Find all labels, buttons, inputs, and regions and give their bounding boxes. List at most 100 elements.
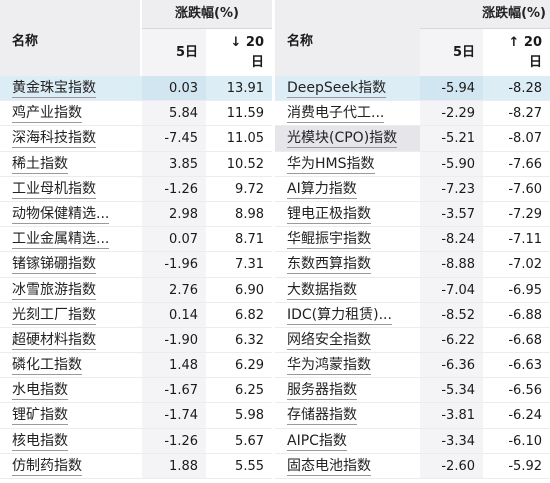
table-row[interactable]: DeepSeek指数 -5.94 -8.28 xyxy=(275,76,550,102)
index-name[interactable]: 消费电子代工... xyxy=(287,104,385,124)
index-name[interactable]: DeepSeek指数 xyxy=(287,79,387,98)
index-name-link[interactable]: 华为HMS指数 xyxy=(287,155,375,174)
col-20d-header[interactable]: ↑ 20 日 xyxy=(483,29,550,76)
table-row[interactable]: IDC(算力租赁)... -8.52 -6.88 xyxy=(275,302,550,328)
table-row[interactable]: 东数西算指数 -8.88 -7.02 xyxy=(275,252,550,278)
index-name-link[interactable]: 消费电子代工... xyxy=(287,105,385,124)
index-name-link[interactable]: 动物保健精选... xyxy=(12,205,110,224)
index-name[interactable]: 锗镓锑硼指数 xyxy=(12,255,96,275)
index-name[interactable]: 网络安全指数 xyxy=(287,331,371,350)
index-name-link[interactable]: 华为鸿蒙指数 xyxy=(287,357,371,376)
index-name[interactable]: 冰雪旅游指数 xyxy=(12,281,96,300)
table-row[interactable]: AI算力指数 -7.23 -7.60 xyxy=(275,176,550,202)
index-name-link[interactable]: 服务器指数 xyxy=(287,382,357,401)
table-row[interactable]: 华为HMS指数 -5.90 -7.66 xyxy=(275,151,550,177)
table-row[interactable]: 动物保健精选... 2.98 8.98 xyxy=(0,201,272,228)
table-row[interactable]: 华鲲振宇指数 -8.24 -7.11 xyxy=(275,227,550,253)
index-name[interactable]: 超硬材料指数 xyxy=(12,331,96,350)
table-row[interactable]: 存储器指数 -3.81 -6.24 xyxy=(275,403,550,429)
index-name[interactable]: 磷化工指数 xyxy=(12,356,82,376)
table-row[interactable]: 固态电池指数 -2.60 -5.92 xyxy=(275,453,550,479)
index-name-link[interactable]: 锗镓锑硼指数 xyxy=(12,256,96,275)
index-name[interactable]: 工业金属精选... xyxy=(12,230,110,250)
table-row[interactable]: 工业母机指数 -1.26 9.72 xyxy=(0,176,272,202)
index-name[interactable]: AIPC指数 xyxy=(287,432,347,451)
table-row[interactable]: 服务器指数 -5.34 -6.56 xyxy=(275,378,550,404)
index-name-link[interactable]: 水电指数 xyxy=(12,382,68,401)
table-row[interactable]: 核电指数 -1.26 5.67 xyxy=(0,428,272,454)
table-row[interactable]: 深海科技指数 -7.45 11.05 xyxy=(0,126,272,152)
index-name[interactable]: 光模块(CPO)指数 xyxy=(287,129,398,149)
table-row[interactable]: 网络安全指数 -6.22 -6.68 xyxy=(275,327,550,354)
index-name-link[interactable]: AIPC指数 xyxy=(287,432,347,451)
index-name[interactable]: 华为HMS指数 xyxy=(287,155,375,174)
table-row[interactable]: 锂矿指数 -1.74 5.98 xyxy=(0,403,272,429)
index-name-link[interactable]: 稀土指数 xyxy=(12,155,68,174)
col-5d-header[interactable]: 5日 xyxy=(142,29,206,76)
index-name-link[interactable]: 大数据指数 xyxy=(287,281,357,300)
index-name[interactable]: 黄金珠宝指数 xyxy=(12,79,96,98)
index-name-link[interactable]: 工业金属精选... xyxy=(12,231,110,250)
table-row[interactable]: 超硬材料指数 -1.90 6.32 xyxy=(0,327,272,354)
index-name-link[interactable]: 固态电池指数 xyxy=(287,457,371,476)
index-name[interactable]: 存储器指数 xyxy=(287,406,357,426)
table-row[interactable]: 磷化工指数 1.48 6.29 xyxy=(0,353,272,379)
table-row[interactable]: 鸡产业指数 5.84 11.59 xyxy=(0,101,272,127)
index-name-link[interactable]: 仿制药指数 xyxy=(12,457,82,476)
table-row[interactable]: 华为鸿蒙指数 -6.36 -6.63 xyxy=(275,353,550,379)
index-name-link[interactable]: 网络安全指数 xyxy=(287,331,371,350)
table-row[interactable]: 大数据指数 -7.04 -6.95 xyxy=(275,277,550,303)
col-5d-header[interactable]: 5日 xyxy=(420,29,483,76)
index-name-link[interactable]: 核电指数 xyxy=(12,432,68,451)
index-name-link[interactable]: 存储器指数 xyxy=(287,407,357,426)
index-name-link[interactable]: 光模块(CPO)指数 xyxy=(287,130,398,149)
index-name[interactable]: 动物保健精选... xyxy=(12,205,110,224)
table-row[interactable]: 稀土指数 3.85 10.52 xyxy=(0,151,272,177)
index-name-link[interactable]: AI算力指数 xyxy=(287,180,357,199)
table-row[interactable]: 工业金属精选... 0.07 8.71 xyxy=(0,227,272,253)
index-name[interactable]: 鸡产业指数 xyxy=(12,104,82,124)
table-row[interactable]: 锗镓锑硼指数 -1.96 7.31 xyxy=(0,252,272,278)
table-row[interactable]: 黄金珠宝指数 0.03 13.91 xyxy=(0,76,272,102)
index-name-link[interactable]: 东数西算指数 xyxy=(287,256,371,275)
index-name-link[interactable]: 华鲲振宇指数 xyxy=(287,231,371,250)
index-name[interactable]: 水电指数 xyxy=(12,381,68,401)
table-row[interactable]: 冰雪旅游指数 2.76 6.90 xyxy=(0,277,272,303)
table-row[interactable]: 光刻工厂指数 0.14 6.82 xyxy=(0,302,272,328)
table-row[interactable]: 仿制药指数 1.88 5.55 xyxy=(0,453,272,479)
index-name-link[interactable]: IDC(算力租赁)... xyxy=(287,306,392,325)
table-row[interactable]: 锂电正极指数 -3.57 -7.29 xyxy=(275,201,550,228)
index-name[interactable]: 锂矿指数 xyxy=(12,406,68,426)
index-name[interactable]: 锂电正极指数 xyxy=(287,205,371,224)
index-name[interactable]: 深海科技指数 xyxy=(12,129,96,149)
index-name-link[interactable]: 工业母机指数 xyxy=(12,180,96,199)
index-name[interactable]: 华鲲振宇指数 xyxy=(287,230,371,250)
index-name-link[interactable]: 光刻工厂指数 xyxy=(12,306,96,325)
index-name[interactable]: AI算力指数 xyxy=(287,180,357,199)
name-column-header[interactable]: 名称 xyxy=(12,34,39,49)
index-name-link[interactable]: 超硬材料指数 xyxy=(12,331,96,350)
index-name-link[interactable]: 深海科技指数 xyxy=(12,130,96,149)
index-name[interactable]: 服务器指数 xyxy=(287,381,357,401)
table-row[interactable]: 水电指数 -1.67 6.25 xyxy=(0,378,272,404)
index-name[interactable]: 工业母机指数 xyxy=(12,180,96,199)
index-name[interactable]: 稀土指数 xyxy=(12,155,68,174)
table-row[interactable]: 光模块(CPO)指数 -5.21 -8.07 xyxy=(275,126,550,152)
table-row[interactable]: 消费电子代工... -2.29 -8.27 xyxy=(275,101,550,127)
index-name[interactable]: IDC(算力租赁)... xyxy=(287,306,392,325)
index-name-link[interactable]: 锂电正极指数 xyxy=(287,205,371,224)
index-name[interactable]: 光刻工厂指数 xyxy=(12,306,96,325)
index-name-link[interactable]: 磷化工指数 xyxy=(12,357,82,376)
index-name[interactable]: 东数西算指数 xyxy=(287,255,371,275)
col-20d-header[interactable]: ↓ 20 日 xyxy=(206,29,272,76)
index-name[interactable]: 核电指数 xyxy=(12,432,68,451)
index-name[interactable]: 华为鸿蒙指数 xyxy=(287,356,371,376)
index-name-link[interactable]: 锂矿指数 xyxy=(12,407,68,426)
index-name-link[interactable]: DeepSeek指数 xyxy=(287,80,387,98)
index-name-link[interactable]: 鸡产业指数 xyxy=(12,105,82,124)
index-name-link[interactable]: 黄金珠宝指数 xyxy=(12,80,96,98)
index-name[interactable]: 仿制药指数 xyxy=(12,457,82,476)
index-name-link[interactable]: 冰雪旅游指数 xyxy=(12,281,96,300)
index-name[interactable]: 固态电池指数 xyxy=(287,457,371,476)
name-column-header[interactable]: 名称 xyxy=(287,34,314,49)
